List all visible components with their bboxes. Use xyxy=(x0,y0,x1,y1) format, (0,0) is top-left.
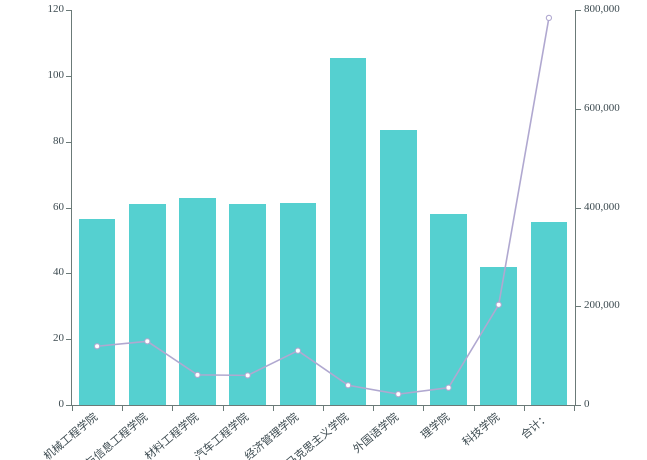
category-axis-tick xyxy=(323,406,324,411)
category-axis-tick xyxy=(72,406,73,411)
category-axis-tick xyxy=(373,406,375,411)
left-axis-tick xyxy=(66,339,71,341)
plot-area xyxy=(72,10,574,405)
bar xyxy=(179,197,216,405)
category-axis-tick xyxy=(574,406,575,411)
line-marker xyxy=(294,347,302,354)
line-marker xyxy=(93,343,101,350)
left-axis-tick-label: 120 xyxy=(47,3,65,15)
right-axis-tick xyxy=(576,108,581,110)
category-axis-tick xyxy=(122,406,124,411)
line-marker xyxy=(445,384,452,391)
category-axis-tick xyxy=(473,406,475,411)
right-axis-tick xyxy=(576,10,581,11)
left-axis-tick-label: 20 xyxy=(53,332,64,345)
line-marker xyxy=(545,14,553,22)
right-axis-tick-label: 600,000 xyxy=(584,101,620,114)
left-axis-tick xyxy=(66,405,71,406)
line-marker xyxy=(395,390,402,398)
category-axis-tick xyxy=(423,406,425,411)
category-label: 科技学院 xyxy=(460,411,502,449)
category-label: 理学院 xyxy=(418,411,452,442)
left-axis-line xyxy=(71,10,72,406)
right-axis-tick-label: 400,000 xyxy=(584,200,620,213)
bar xyxy=(480,266,518,405)
left-axis-tick xyxy=(66,207,71,209)
right-axis-line xyxy=(575,10,576,406)
left-axis-tick-label: 60 xyxy=(53,200,64,213)
category-axis-tick xyxy=(222,406,224,411)
line-series-path xyxy=(96,17,550,395)
right-axis-tick-label: 200,000 xyxy=(584,299,620,312)
left-axis-tick-label: 100 xyxy=(47,68,65,81)
bar xyxy=(78,219,116,405)
category-axis-tick xyxy=(172,406,174,411)
bar xyxy=(430,214,467,405)
bar xyxy=(229,204,267,405)
left-axis-tick xyxy=(66,75,71,77)
bar xyxy=(279,202,317,405)
right-axis-tick xyxy=(576,306,581,308)
left-axis-tick-label: 40 xyxy=(53,266,64,279)
category-axis-tick xyxy=(523,406,525,411)
bar xyxy=(530,222,568,405)
line-series-markers xyxy=(93,14,553,398)
bar xyxy=(329,57,367,405)
category-label: 外国语学院 xyxy=(351,411,402,456)
bar xyxy=(379,130,417,405)
line-marker xyxy=(344,382,352,389)
line-marker xyxy=(194,371,201,379)
left-axis-tick-label: 80 xyxy=(53,134,64,147)
right-axis-tick-label: 800,000 xyxy=(584,3,620,15)
left-axis-tick-label: 0 xyxy=(58,398,65,410)
line-marker xyxy=(144,338,151,345)
left-axis-tick xyxy=(66,273,71,275)
left-axis-tick xyxy=(66,10,71,11)
right-axis-tick xyxy=(576,405,581,406)
right-axis-tick xyxy=(576,207,581,209)
category-axis-tick xyxy=(272,406,274,411)
left-axis-tick xyxy=(66,141,71,143)
right-axis-tick-label: 0 xyxy=(584,398,590,410)
bar xyxy=(128,204,166,405)
bottom-axis-line xyxy=(71,405,576,406)
category-label: 合计： xyxy=(518,411,552,442)
line-marker xyxy=(244,372,251,379)
line-marker xyxy=(495,301,502,308)
line-series-layer xyxy=(93,14,553,398)
